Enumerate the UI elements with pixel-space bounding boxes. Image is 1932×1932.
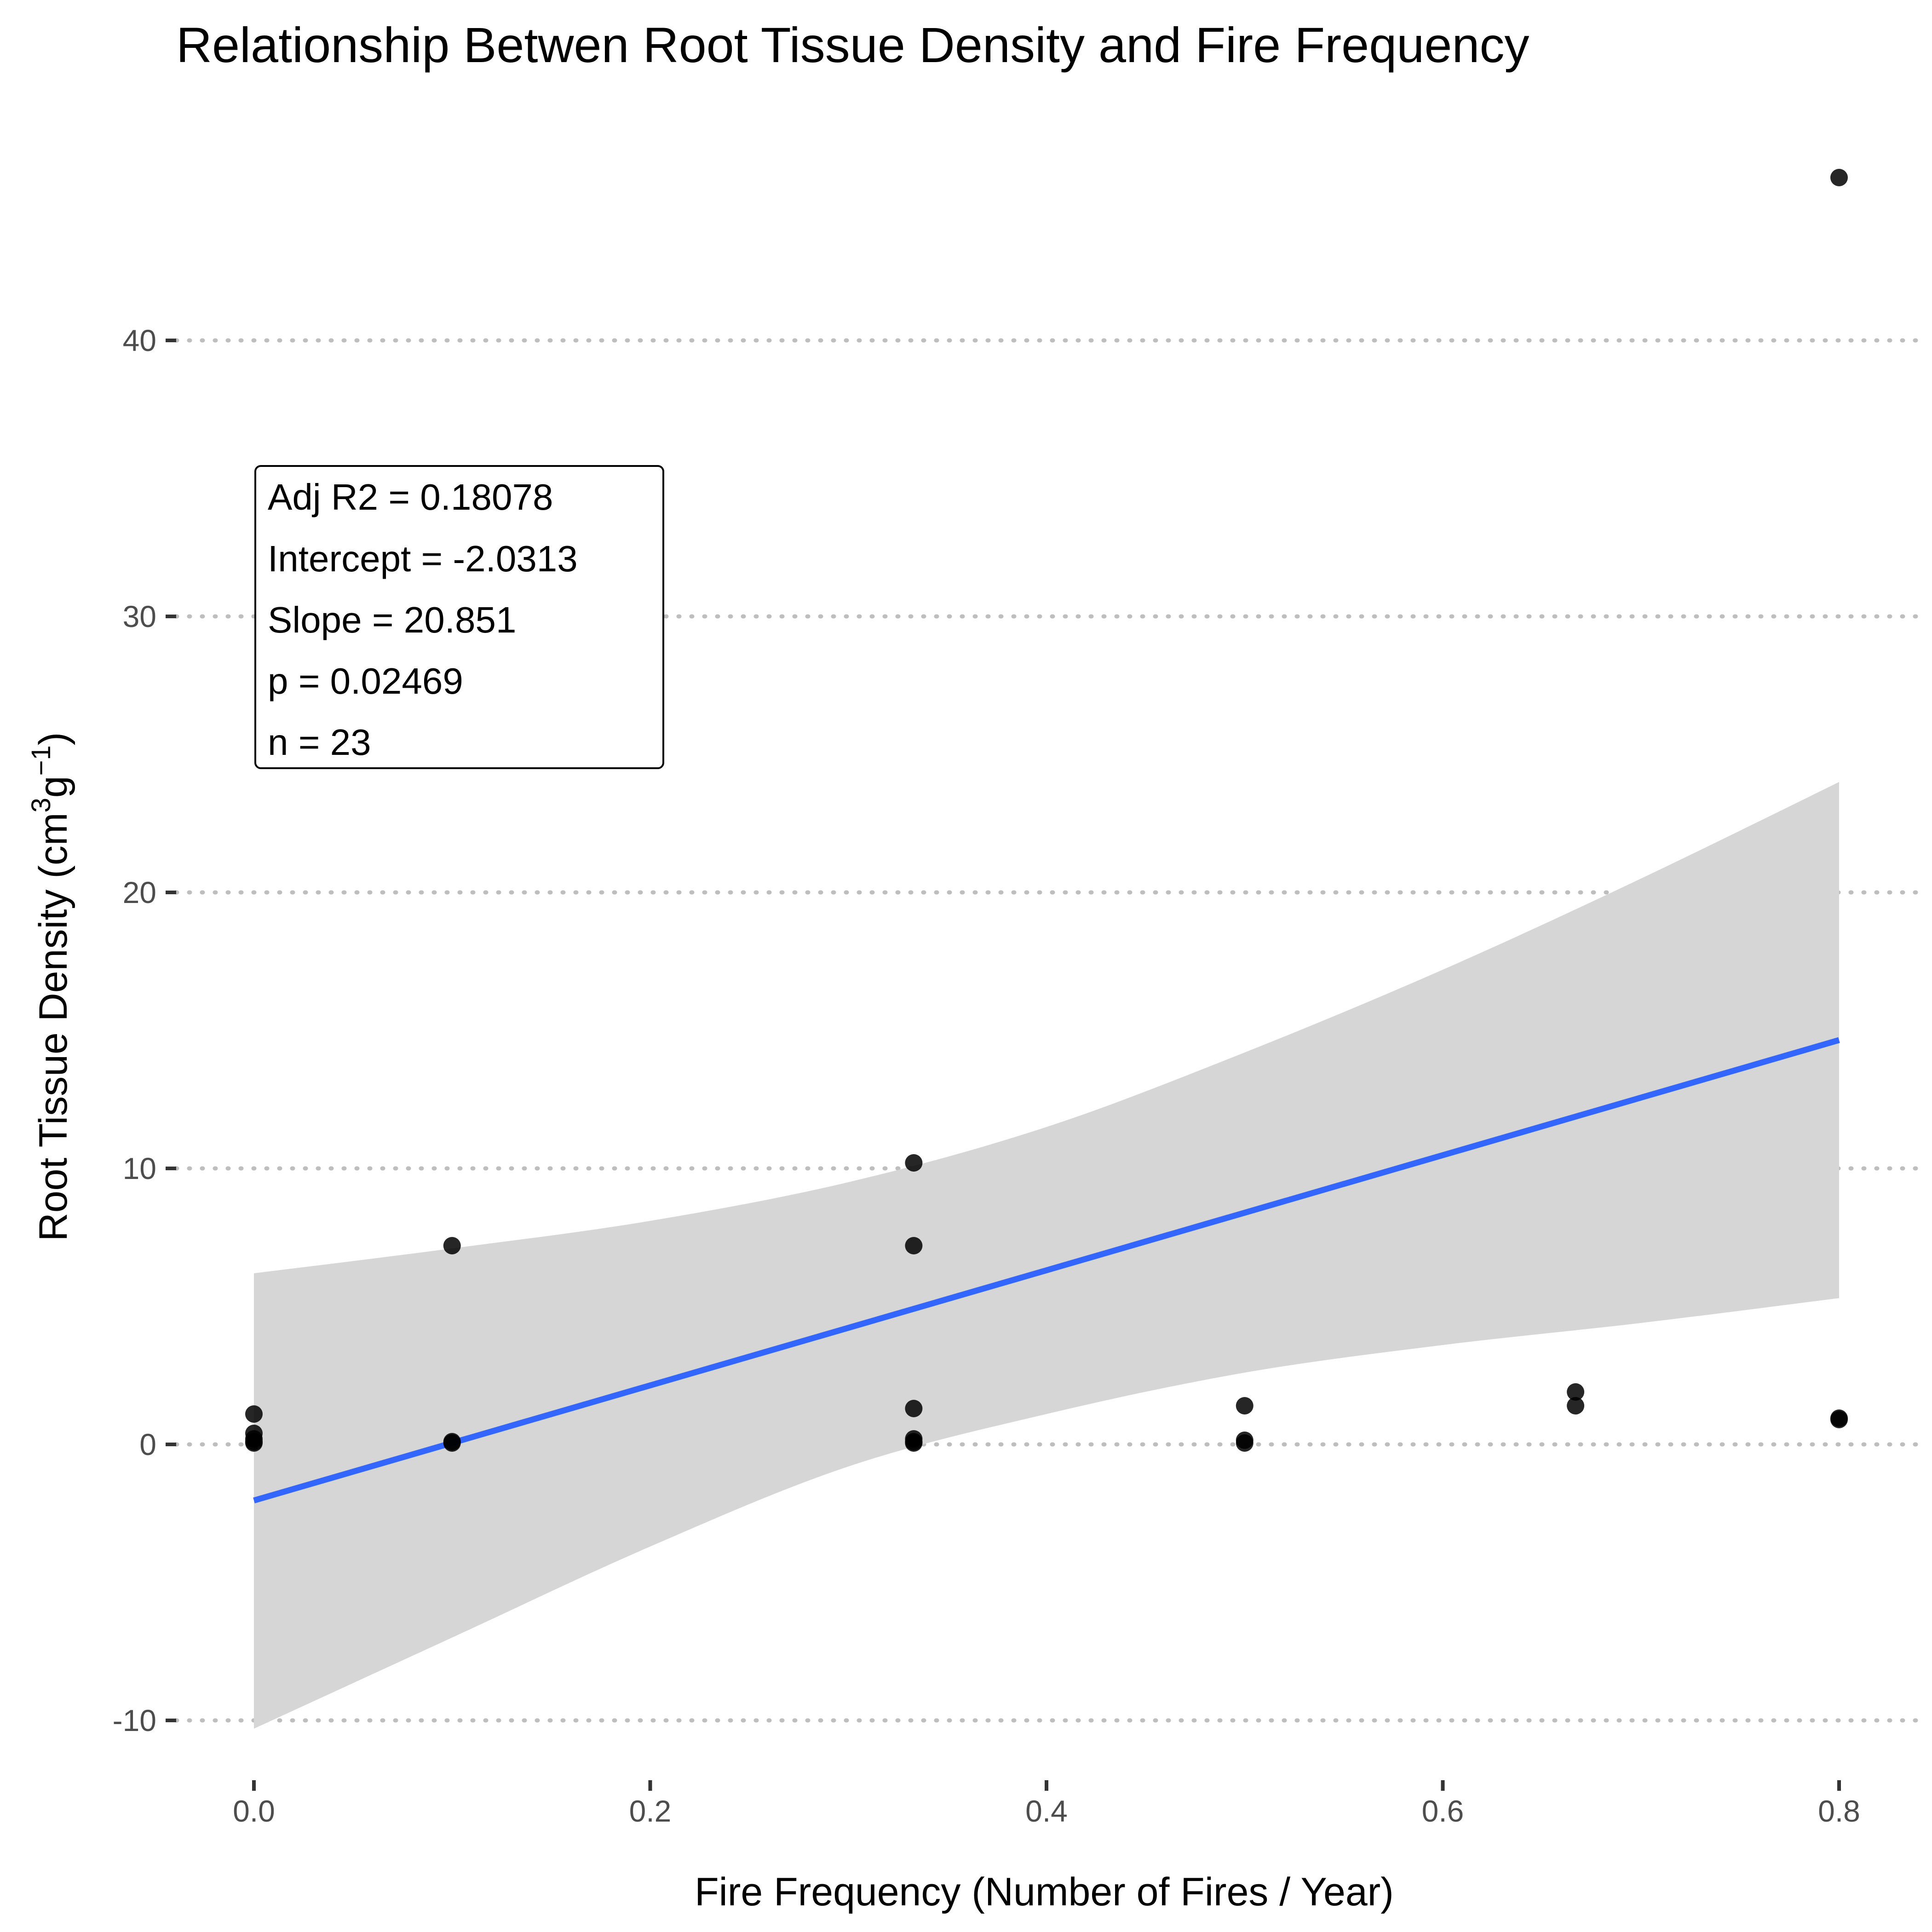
y-axis-title-sup-3: 3 (26, 798, 56, 812)
data-point-16 (1236, 1434, 1254, 1452)
data-point-8 (905, 1154, 923, 1172)
y-tick-label-4: 30 (123, 599, 156, 633)
stats-slope: Slope = 20.851 (268, 599, 516, 640)
data-point-21 (1830, 1411, 1848, 1428)
x-tick-label-1: 0.2 (629, 1794, 672, 1828)
x-tick-label-3: 0.6 (1422, 1794, 1464, 1828)
x-axis-title: Fire Frequency (Number of Fires / Year) (695, 1870, 1394, 1914)
data-point-5 (443, 1237, 461, 1254)
x-tick-label-4: 0.8 (1818, 1794, 1860, 1828)
y-tick-label-2: 10 (123, 1151, 156, 1185)
x-tick-label-2: 0.4 (1025, 1794, 1068, 1828)
y-axis-title-g: g (31, 776, 75, 798)
stats-box-frame (254, 465, 664, 769)
confidence-band-layer (254, 782, 1839, 1729)
y-axis-ticks: -10 0 10 20 30 40 (113, 323, 176, 1737)
y-tick-label-5: 40 (123, 323, 156, 357)
y-axis-title: Root Tissue Density (cm3g−1) (26, 732, 75, 1242)
data-point-7 (443, 1434, 461, 1452)
y-tick-label-0: -10 (113, 1703, 156, 1737)
stats-p-value: p = 0.02469 (268, 661, 463, 702)
regression-line (253, 1037, 1840, 1504)
chart-title: Relationship Betwen Root Tissue Density … (176, 17, 1529, 73)
stats-n: n = 23 (268, 722, 371, 763)
y-tick-label-1: 0 (139, 1427, 156, 1461)
data-points (245, 169, 1848, 1452)
data-point-13 (905, 1434, 923, 1452)
x-axis-ticks: 0.0 0.2 0.4 0.6 0.8 (233, 1780, 1860, 1828)
y-axis-title-sup-minus-1: −1 (26, 745, 56, 776)
fit-line-layer (253, 1037, 1840, 1504)
data-point-10 (905, 1400, 923, 1417)
data-point-18 (1567, 1397, 1585, 1414)
data-point-17 (1567, 1383, 1585, 1401)
data-point-4 (245, 1434, 263, 1452)
confidence-band (254, 782, 1839, 1729)
data-point-9 (905, 1237, 923, 1254)
x-tick-label-0: 0.0 (233, 1794, 275, 1828)
stats-adj-r2: Adj R2 = 0.18078 (268, 477, 553, 518)
data-point-14 (1236, 1397, 1254, 1414)
y-tick-label-3: 20 (123, 875, 156, 909)
stats-box: Adj R2 = 0.18078 Intercept = -2.0313 Slo… (254, 465, 664, 769)
data-point-19 (1830, 169, 1848, 186)
stats-intercept: Intercept = -2.0313 (268, 538, 578, 579)
y-axis-title-prefix: Root Tissue Density (cm (31, 812, 75, 1241)
data-point-0 (245, 1405, 263, 1423)
y-axis-title-suffix: ) (31, 732, 75, 746)
